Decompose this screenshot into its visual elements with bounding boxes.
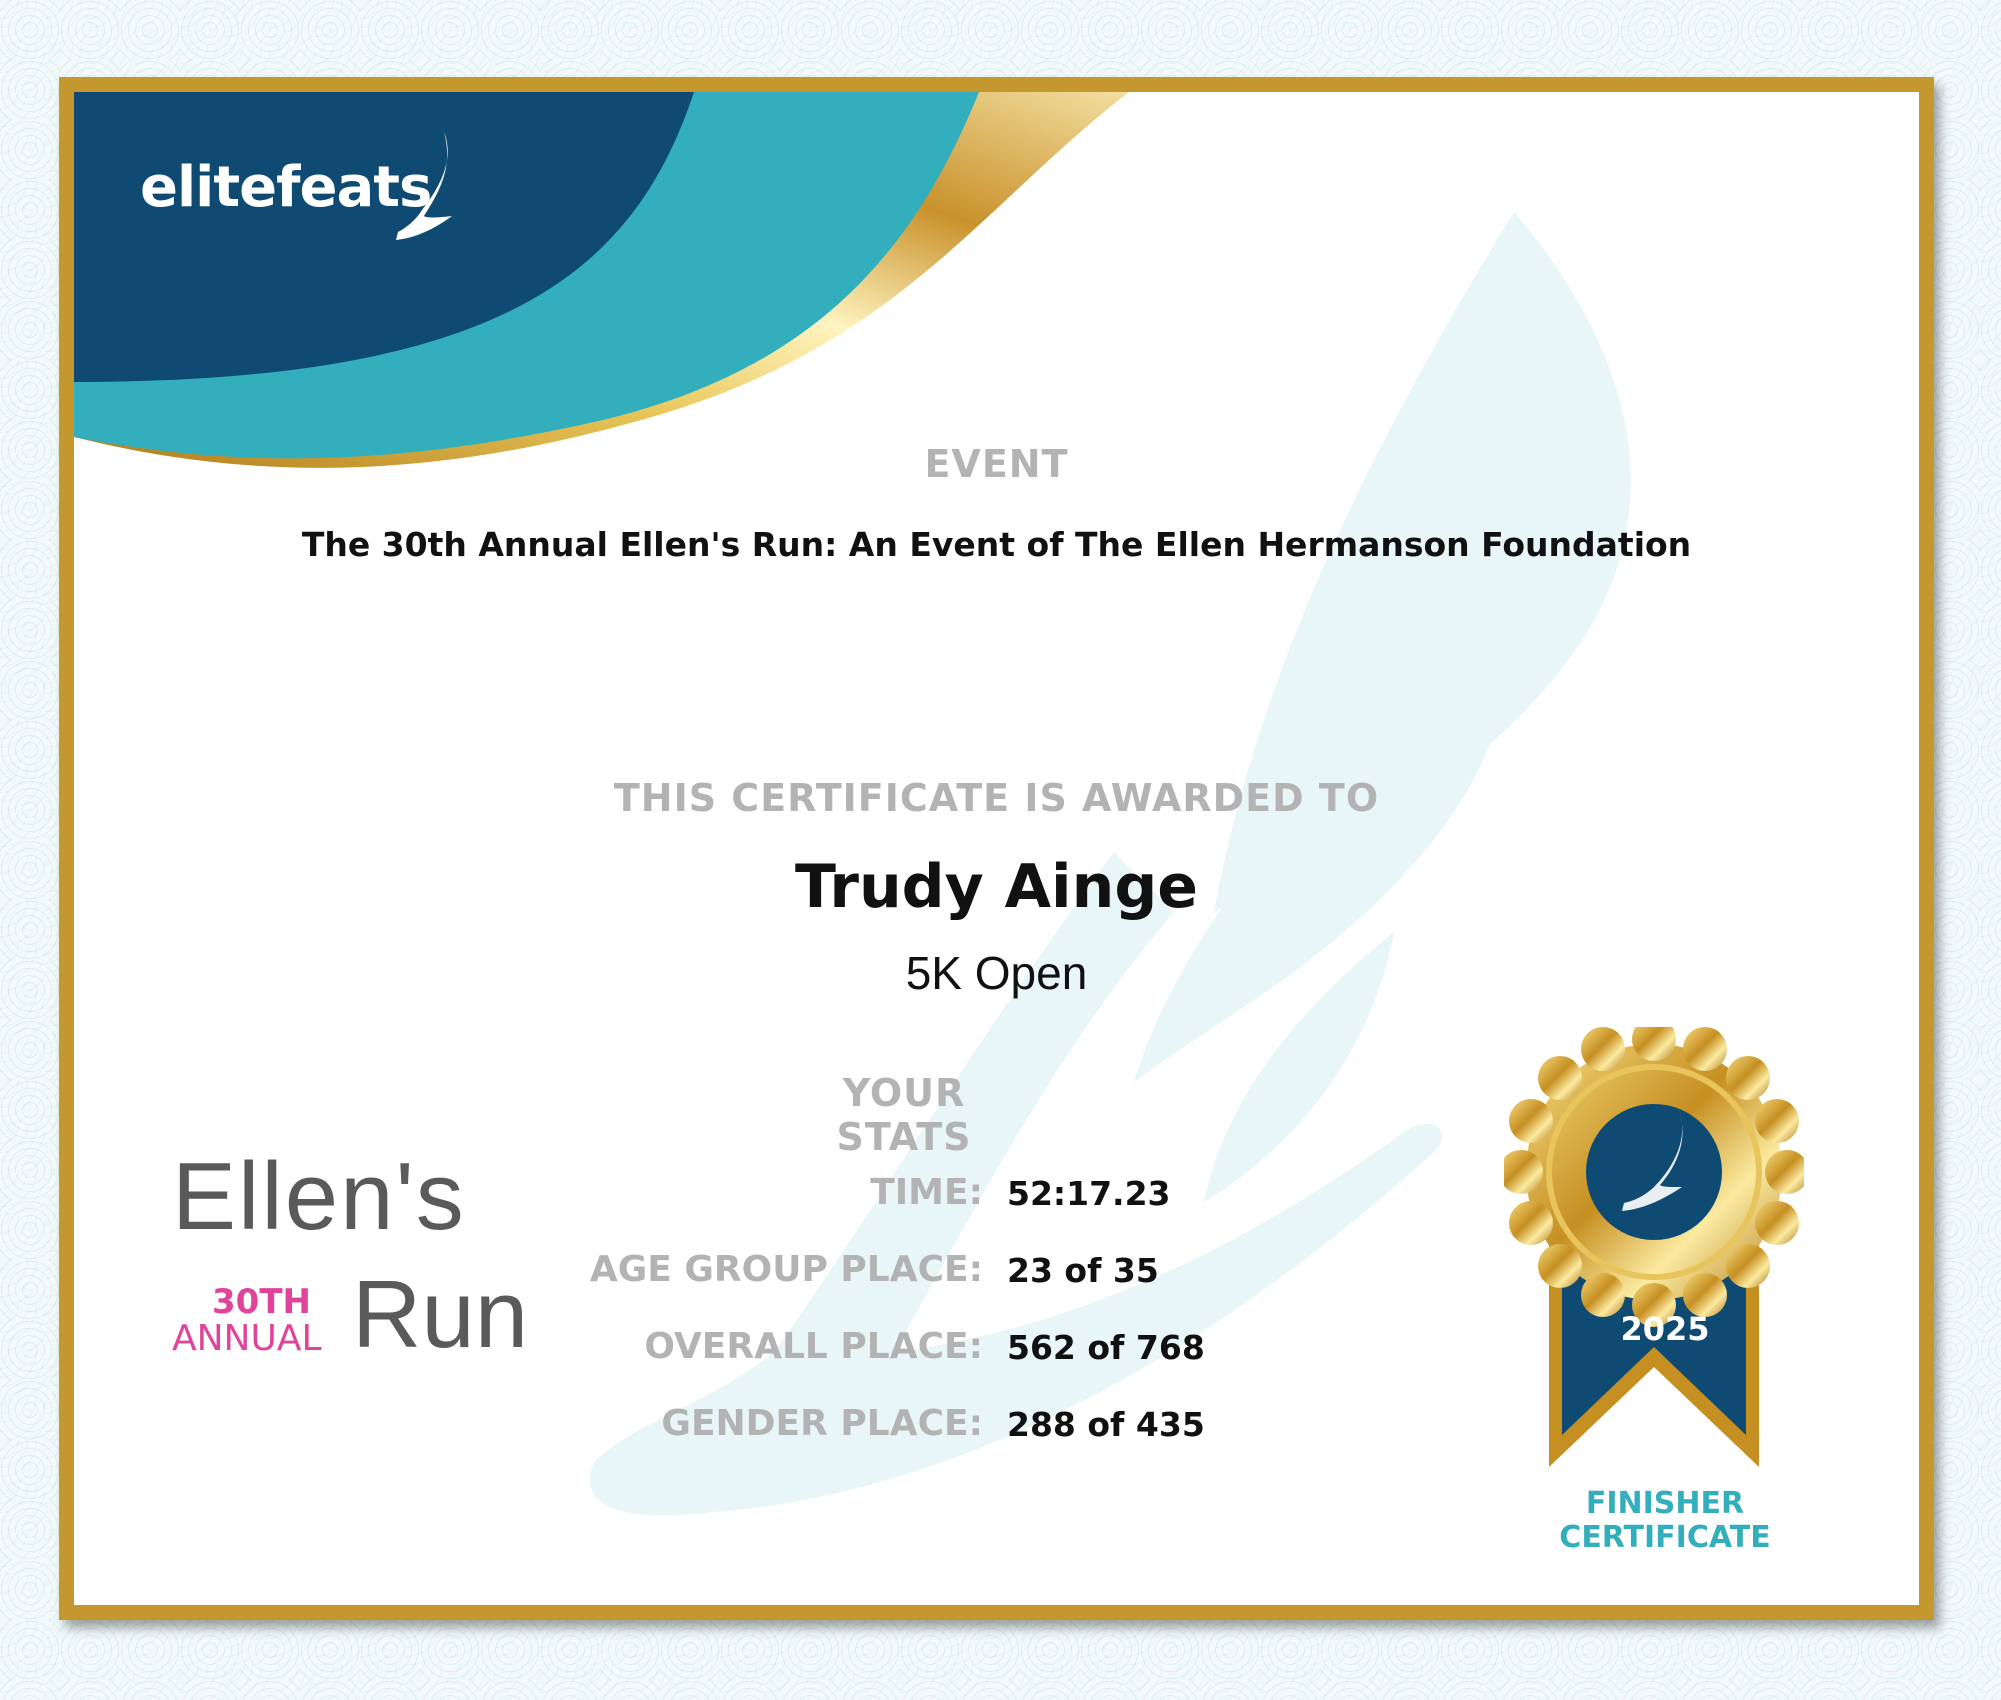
event-label: EVENT [924,442,1069,486]
stat-row-gender: GENDER PLACE: 288 of 435 [74,1403,1919,1453]
header-swoosh [74,92,1129,468]
stat-row-time: TIME: 52:17.23 [74,1172,1919,1222]
winged-shoe-icon [1622,1112,1683,1211]
medal-year: 2025 [1620,1310,1710,1348]
stat-row-overall: OVERALL PLACE: 562 of 768 [74,1326,1919,1376]
ellens-run-logo: Ellen's 30TH ANNUAL Run [172,1142,528,1372]
stat-value: 288 of 435 [1007,1405,1205,1444]
certificate: elitefeats EVENT The 30th Annual Ellen's… [59,77,1934,1620]
event-title: The 30th Annual Ellen's Run: An Event of… [301,525,1692,564]
participant-name: Trudy Ainge [795,852,1198,922]
finisher-certificate-caption: FINISHER CERTIFICATE [1550,1487,1780,1555]
ellens-logo-ordinal: 30TH [212,1282,311,1322]
caption-line-1: FINISHER [1585,1486,1745,1521]
stat-key: GENDER PLACE: [661,1403,983,1444]
ellens-logo-run: Run [352,1261,529,1368]
stat-row-age-group: AGE GROUP PLACE: 23 of 35 [74,1249,1919,1299]
stat-key: OVERALL PLACE: [644,1326,983,1367]
stat-key: AGE GROUP PLACE: [589,1249,983,1290]
stat-value: 23 of 35 [1007,1251,1159,1290]
caption-line-2: CERTIFICATE [1559,1520,1771,1555]
stat-value: 562 of 768 [1007,1328,1205,1367]
ellens-logo-annual: ANNUAL [172,1318,322,1359]
elitefeats-logo: elitefeats [140,155,432,220]
your-stats-label: YOUR STATS [836,1071,972,1159]
stat-key: TIME: [870,1172,983,1213]
ellens-logo-text: Ellen's [172,1143,466,1250]
stat-value: 52:17.23 [1007,1174,1171,1213]
awarded-to-label: THIS CERTIFICATE IS AWARDED TO [613,776,1380,820]
winged-shoe-watermark-icon [590,212,1631,1516]
finisher-medal [1504,1027,1804,1467]
division: 5K Open [905,947,1088,999]
winged-shoe-icon [396,132,452,240]
